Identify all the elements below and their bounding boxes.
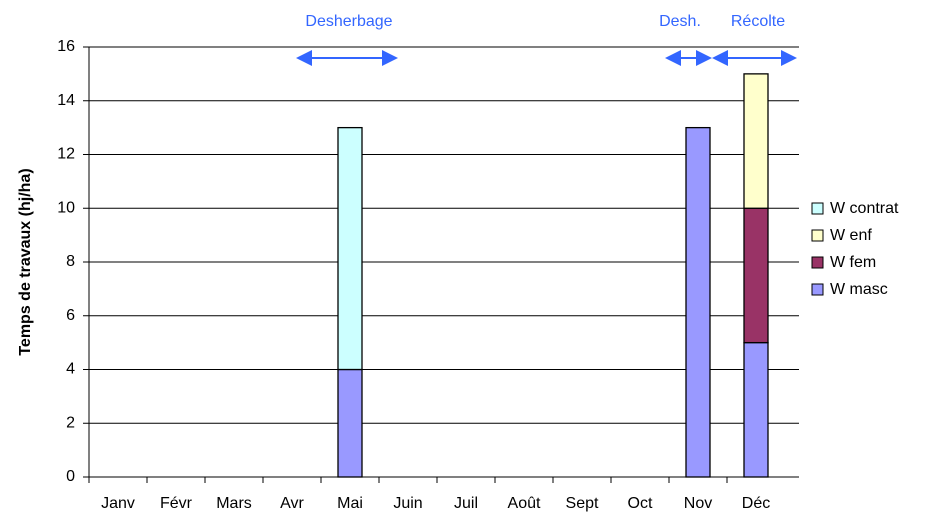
annotation: Desh. <box>659 13 701 30</box>
y-tick-label: 12 <box>57 146 75 163</box>
bar-segment <box>743 341 769 478</box>
bar-segment <box>685 126 711 478</box>
x-tick-label: Déc <box>742 495 770 512</box>
y-tick-label: 2 <box>66 414 75 431</box>
x-tick-label: Nov <box>684 495 712 512</box>
bar-segment <box>743 207 769 344</box>
y-tick-label: 16 <box>57 38 75 55</box>
x-tick-label: Janv <box>101 495 135 512</box>
x-tick-label: Mars <box>216 495 252 512</box>
x-tick-label: Juin <box>393 495 422 512</box>
annotation: Desherbage <box>305 13 392 30</box>
x-tick-label: Juil <box>454 495 478 512</box>
y-tick-label: 10 <box>57 199 75 216</box>
x-tick-label: Mai <box>337 495 363 512</box>
y-tick-label: 0 <box>66 468 75 485</box>
legend-swatch <box>811 229 824 242</box>
x-tick-label: Févr <box>160 495 193 512</box>
y-axis-label: Temps de travaux (hj/ha) <box>17 168 34 355</box>
bar-segment <box>337 126 363 371</box>
y-tick-label: 14 <box>57 92 75 109</box>
y-tick-label: 6 <box>66 307 75 324</box>
legend-swatch <box>811 202 824 215</box>
legend-label: W enf <box>830 227 872 244</box>
legend-swatch <box>811 256 824 269</box>
x-tick-label: Août <box>508 495 541 512</box>
legend-label: W fem <box>830 254 876 271</box>
bar-segment <box>337 368 363 478</box>
x-tick-label: Avr <box>280 495 304 512</box>
x-tick-label: Sept <box>566 495 599 512</box>
legend-label: W masc <box>830 281 888 298</box>
y-tick-label: 4 <box>66 361 75 378</box>
bar-segment <box>743 73 769 209</box>
annotation: Récolte <box>731 13 785 30</box>
x-tick-label: Oct <box>628 495 653 512</box>
y-tick-label: 8 <box>66 253 75 270</box>
legend-label: W contrat <box>830 200 899 217</box>
legend-swatch <box>811 283 824 296</box>
